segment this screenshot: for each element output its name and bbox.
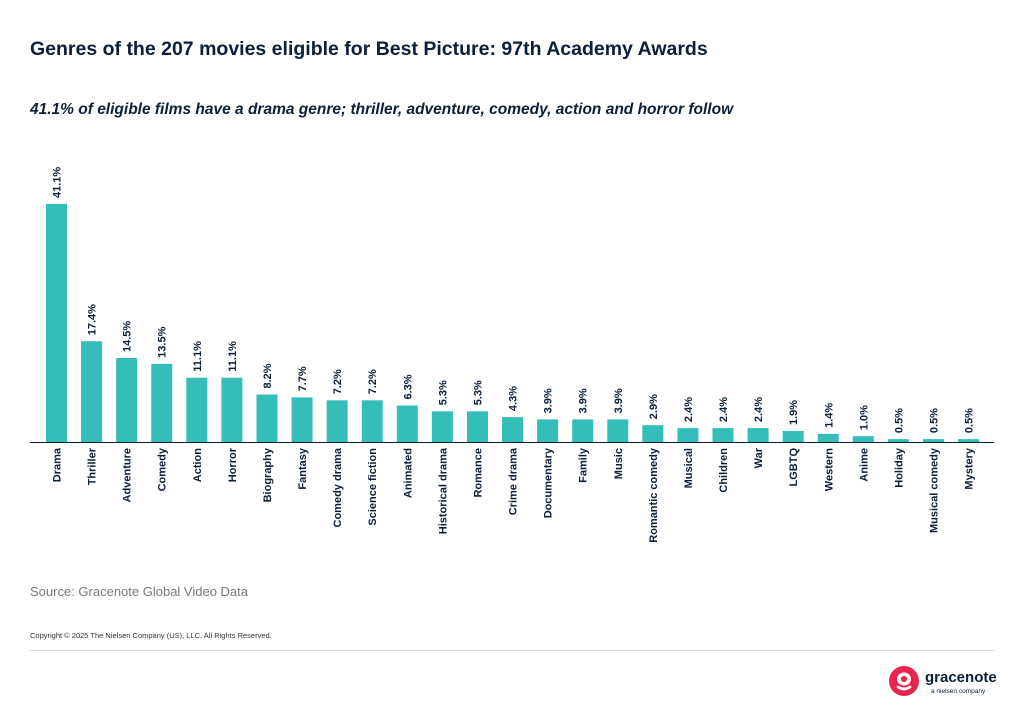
- data-label: 7.2%: [332, 369, 344, 394]
- bar-war: [747, 428, 769, 442]
- category-label: Musical comedy: [929, 447, 941, 533]
- category-label: Drama: [52, 447, 64, 482]
- data-label: 1.0%: [858, 405, 870, 430]
- bar-musical: [677, 428, 699, 442]
- category-label: Romance: [472, 448, 484, 498]
- category-label: Thriller: [87, 447, 99, 485]
- category-label: Biography: [262, 447, 274, 502]
- bar-romantic-comedy: [642, 425, 664, 442]
- data-label: 17.4%: [87, 304, 99, 335]
- logo-tagline: a nielsen company: [931, 688, 986, 695]
- data-label: 2.4%: [683, 397, 695, 422]
- bar-western: [817, 433, 839, 442]
- bar-romance: [466, 411, 488, 442]
- gracenote-logo-icon: [889, 666, 919, 696]
- data-label: 7.7%: [297, 366, 309, 391]
- category-label: Holiday: [893, 447, 905, 488]
- bar-comedy-drama: [326, 400, 348, 442]
- category-label: Horror: [227, 447, 239, 482]
- data-label: 8.2%: [262, 363, 274, 388]
- bar-drama: [46, 204, 67, 442]
- category-label: Comedy: [157, 447, 169, 491]
- chart-title: Genres of the 207 movies eligible for Be…: [30, 38, 708, 60]
- data-label: 5.3%: [437, 380, 449, 405]
- bar-children: [712, 428, 734, 442]
- data-label: 3.9%: [543, 388, 555, 413]
- data-label: 5.3%: [472, 380, 484, 405]
- data-label: 2.4%: [718, 397, 730, 422]
- category-label: War: [753, 447, 765, 468]
- data-label: 2.9%: [648, 394, 660, 419]
- category-label: Action: [192, 448, 204, 483]
- data-label: 13.5%: [157, 326, 169, 357]
- category-label: Musical: [683, 448, 695, 488]
- data-label: 4.3%: [508, 386, 520, 411]
- chart-subtitle: 41.1% of eligible films have a drama gen…: [30, 101, 734, 118]
- bar-historical-drama: [431, 411, 453, 442]
- category-label: Romantic comedy: [648, 447, 660, 543]
- data-label: 3.9%: [578, 388, 590, 413]
- bar-family: [572, 419, 594, 442]
- bar-documentary: [537, 419, 559, 442]
- bar-anime: [852, 436, 874, 442]
- bar-action: [186, 377, 208, 442]
- data-label: 1.4%: [823, 403, 835, 428]
- data-label: 0.5%: [893, 408, 905, 433]
- category-label: Comedy drama: [332, 447, 344, 527]
- bar-biography: [256, 394, 278, 442]
- data-label: 11.1%: [227, 341, 239, 372]
- category-label: Crime drama: [508, 447, 520, 515]
- bar-fantasy: [291, 397, 313, 442]
- category-label: Western: [823, 448, 835, 491]
- bar-holiday: [887, 439, 909, 442]
- category-label: LGBTQ: [788, 448, 800, 487]
- data-label: 7.2%: [367, 369, 379, 394]
- data-label: 2.4%: [753, 397, 765, 422]
- data-label: 0.5%: [929, 408, 941, 433]
- source-note: Source: Gracenote Global Video Data: [30, 584, 249, 599]
- category-label: Science fiction: [367, 448, 379, 526]
- bar-animated: [396, 405, 418, 442]
- bar-chart: 41.1% Drama 17.4% Thriller 14.5% Adventure 13.…: [30, 167, 994, 543]
- data-label: 1.9%: [788, 400, 800, 425]
- bar-comedy: [151, 363, 173, 442]
- bar-horror: [221, 377, 243, 442]
- bar-mystery: [958, 439, 980, 442]
- category-label: Music: [613, 448, 625, 479]
- bar-adventure: [116, 358, 138, 442]
- gracenote-logo: gracenote a nielsen company: [889, 666, 999, 698]
- category-label: Documentary: [543, 447, 555, 518]
- logo-wordmark: gracenote: [925, 669, 997, 686]
- category-label: Historical drama: [437, 447, 449, 534]
- data-label: 0.5%: [964, 408, 976, 433]
- data-label: 3.9%: [613, 388, 625, 413]
- data-label: 6.3%: [402, 374, 414, 399]
- category-label: Anime: [858, 448, 870, 482]
- category-label: Animated: [402, 448, 414, 498]
- data-label: 41.1%: [52, 167, 64, 198]
- data-label: 14.5%: [122, 321, 134, 352]
- bar-musical-comedy: [923, 439, 944, 442]
- category-label: Fantasy: [297, 447, 309, 489]
- category-label: Mystery: [964, 447, 976, 489]
- category-label: Adventure: [122, 448, 134, 502]
- category-label: Family: [578, 447, 590, 483]
- footer-divider: [30, 650, 994, 651]
- data-label: 11.1%: [192, 341, 204, 372]
- category-label: Children: [718, 448, 730, 493]
- copyright-note: Copyright © 2025 The Nielsen Company (US…: [30, 631, 272, 640]
- bar-crime-drama: [502, 417, 524, 442]
- bar-music: [607, 419, 629, 442]
- bar-lgbtq: [782, 430, 804, 442]
- bar-science-fiction: [361, 400, 383, 442]
- bar-thriller: [81, 341, 103, 442]
